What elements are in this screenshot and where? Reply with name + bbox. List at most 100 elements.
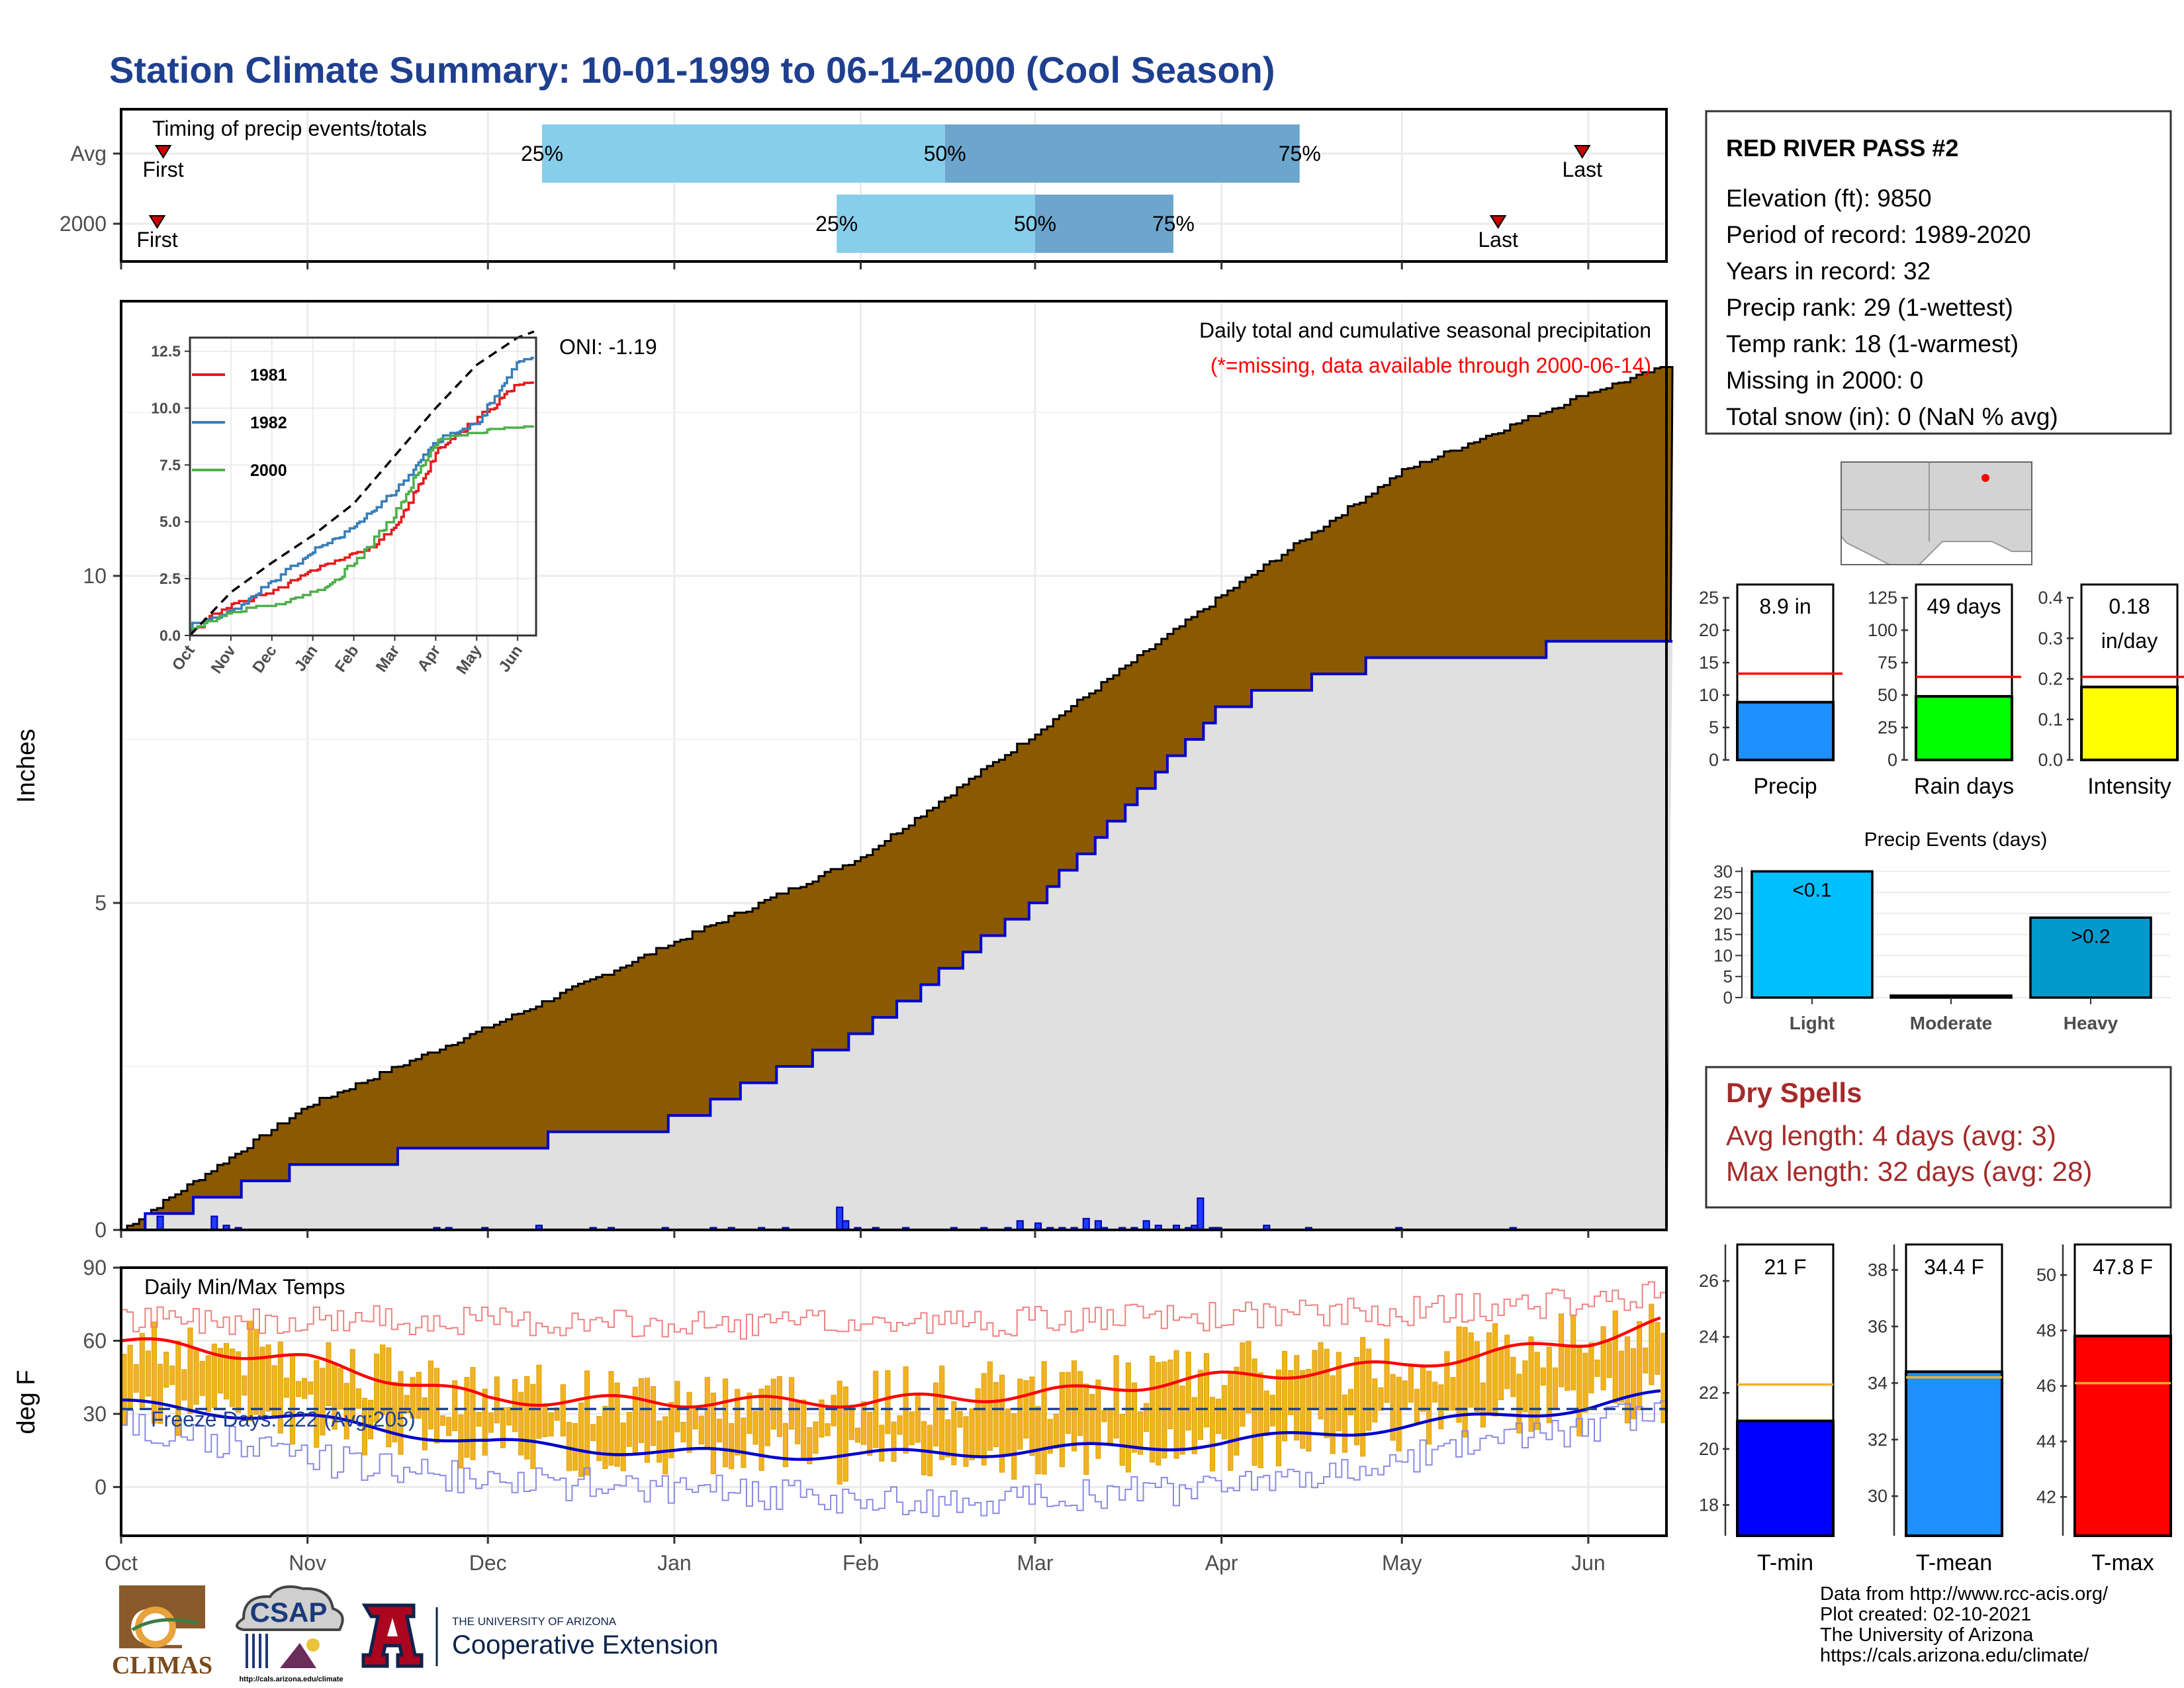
first-label: First — [142, 158, 183, 181]
events-bar-label: >0.2 — [2071, 925, 2110, 947]
daily-temp-bar — [909, 1411, 915, 1446]
daily-temp-bar — [320, 1368, 326, 1436]
daily-precip-bar — [210, 1215, 218, 1231]
daily-temp-bar — [1257, 1372, 1263, 1468]
tmin-summary-ytick-label: 18 — [1699, 1495, 1719, 1515]
intensity-summary-bar — [2080, 685, 2179, 761]
month-label: Feb — [842, 1551, 879, 1575]
raindays-summary-ytick-label: 75 — [1878, 653, 1897, 673]
daily-temp-bar — [993, 1382, 999, 1448]
daily-temp-bar — [1144, 1403, 1150, 1432]
daily-temp-bar — [831, 1395, 837, 1427]
oni-label: ONI: -1.19 — [559, 335, 657, 359]
daily-temp-bar — [169, 1365, 175, 1385]
daily-temp-bar — [1372, 1378, 1378, 1423]
daily-temp-bar — [1462, 1327, 1468, 1438]
daily-temp-bar — [548, 1412, 554, 1436]
daily-temp-bar — [1600, 1326, 1606, 1391]
daily-temp-bar — [590, 1424, 596, 1441]
raindays-summary-ytick-label: 125 — [1868, 588, 1897, 608]
map-border — [1841, 461, 2032, 565]
timing-row-label: 2000 — [60, 212, 107, 236]
timing-bar-q50-q75 — [1035, 195, 1173, 253]
daily-temp-bar — [885, 1370, 891, 1434]
daily-temp-bar — [433, 1368, 440, 1444]
daily-temp-bar — [133, 1364, 139, 1393]
daily-temp-bar — [735, 1389, 741, 1456]
inset-ytick-label: 10.0 — [151, 399, 181, 416]
daily-temp-bar — [957, 1411, 963, 1428]
daily-temp-bar — [326, 1342, 332, 1407]
raindays-summary-ytick-label: 25 — [1878, 718, 1897, 737]
daily-temp-bar — [1234, 1366, 1240, 1456]
daily-temp-bar — [1005, 1408, 1011, 1457]
temp-ylabel: deg F — [13, 1370, 40, 1434]
daily-temp-bar — [680, 1422, 686, 1442]
daily-temp-bar — [1173, 1350, 1179, 1459]
tmean-summary-ytick-label: 32 — [1868, 1430, 1888, 1450]
tmean-summary-ytick-label: 34 — [1868, 1373, 1888, 1393]
month-label: Dec — [469, 1551, 507, 1575]
station-info-line: Missing in 2000: 0 — [1726, 367, 1923, 394]
csap-url: http://cals.arizona.edu/climate — [239, 1675, 343, 1683]
daily-temp-bar — [277, 1341, 283, 1434]
daily-temp-bar — [1071, 1360, 1077, 1452]
daily-temp-bar — [1179, 1385, 1185, 1455]
daily-temp-bar — [392, 1382, 398, 1442]
intensity-summary-value: 0.18 — [2109, 594, 2150, 618]
daily-temp-bar — [181, 1369, 187, 1401]
daily-temp-bar — [1059, 1372, 1065, 1468]
daily-temp-bar — [1047, 1419, 1053, 1454]
main-chart-title: Daily total and cumulative seasonal prec… — [1199, 318, 1651, 342]
daily-temp-bar — [1197, 1370, 1203, 1440]
daily-temp-bar — [446, 1417, 452, 1436]
daily-temp-bar — [193, 1348, 199, 1405]
daily-temp-bar — [614, 1382, 620, 1467]
inset-series-line — [190, 356, 534, 631]
tmax-summary-value: 47.8 F — [2093, 1255, 2153, 1279]
tmax-summary-ytick-label: 42 — [2036, 1487, 2056, 1507]
daily-temp-bar — [410, 1377, 416, 1419]
tmean-summary-ytick-label: 36 — [1868, 1317, 1888, 1336]
daily-temp-bar — [1474, 1341, 1480, 1413]
daily-temp-bar — [374, 1353, 380, 1423]
daily-temp-bar — [1432, 1382, 1438, 1403]
daily-temp-bar — [488, 1412, 494, 1433]
climas-logo: CLIMAS — [106, 1582, 218, 1681]
daily-temp-bar — [1023, 1380, 1029, 1439]
daily-temp-bar — [801, 1399, 807, 1458]
daily-temp-bar — [891, 1421, 897, 1462]
precip-summary-bar — [1736, 700, 1835, 762]
daily-temp-bar — [1570, 1315, 1576, 1391]
daily-temp-bar — [1378, 1387, 1384, 1411]
inset-series-line — [190, 425, 534, 630]
timing-q50-label: 50% — [1014, 212, 1056, 236]
timing-q50-label: 50% — [924, 142, 966, 165]
avg-min-line — [120, 1389, 1661, 1461]
daily-temp-bar — [386, 1347, 392, 1448]
daily-temp-bar — [217, 1348, 223, 1394]
daily-temp-bar — [175, 1340, 181, 1436]
raindays-summary-ytick-label: 100 — [1868, 620, 1897, 640]
daily-temp-bar — [854, 1427, 861, 1443]
inset-ytick-label: 2.5 — [159, 570, 181, 587]
timing-q75-label: 75% — [1152, 212, 1195, 236]
daily-temp-bar — [933, 1382, 939, 1446]
daily-temp-bar — [999, 1374, 1005, 1473]
precip-summary-ytick-label: 25 — [1699, 588, 1719, 608]
daily-temp-bar — [1240, 1342, 1246, 1427]
main-panel-border — [120, 300, 1668, 1231]
avg-max-line — [120, 1316, 1661, 1409]
temp-ytick-label: 90 — [83, 1256, 107, 1280]
daily-temp-bar — [1414, 1389, 1420, 1423]
daily-temp-bar — [1492, 1323, 1498, 1417]
events-ytick-label: 25 — [1713, 882, 1733, 902]
daily-temp-bar — [1655, 1322, 1661, 1375]
daily-temp-bar — [1528, 1336, 1534, 1432]
daily-temp-bar — [242, 1375, 248, 1396]
daily-temp-bar — [1312, 1350, 1318, 1411]
daily-temp-bar — [536, 1364, 542, 1439]
daily-temp-bar — [158, 1364, 163, 1424]
daily-precip-bar — [1082, 1217, 1090, 1231]
